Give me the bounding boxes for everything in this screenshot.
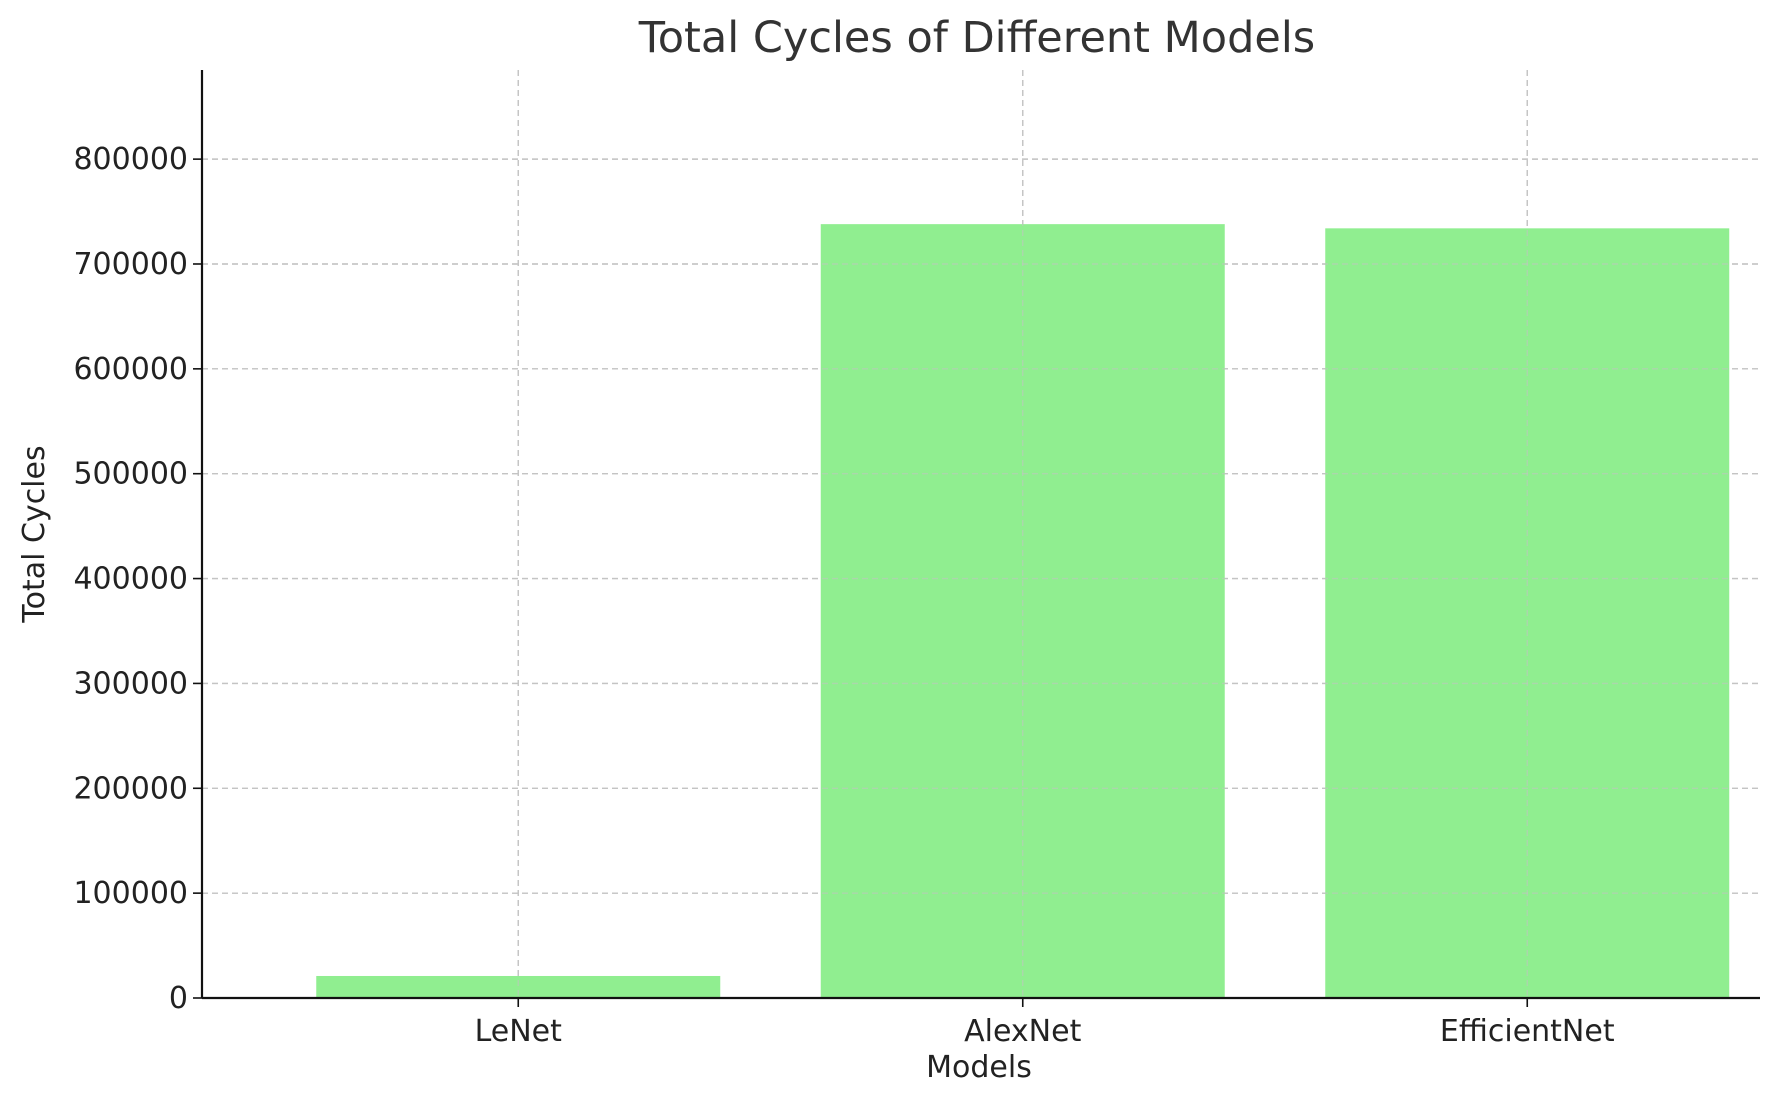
y-tick-label: 300000 <box>73 666 188 701</box>
axis-layer <box>200 70 1760 1000</box>
y-tick-label: 200000 <box>73 771 188 806</box>
y-tick-label: 0 <box>169 981 188 1016</box>
y-tick-label: 600000 <box>73 352 188 387</box>
x-tick-label: EfficientNet <box>1440 1014 1615 1049</box>
y-tick-label: 400000 <box>73 562 188 597</box>
y-tick-label: 800000 <box>73 142 188 177</box>
x-tick-label: LeNet <box>475 1014 563 1049</box>
y-tick-label: 100000 <box>73 876 188 911</box>
x-axis-label: Models <box>926 1050 1032 1085</box>
y-tick-label: 700000 <box>73 247 188 282</box>
y-tick-labels: 0 100000 200000 300000 400000 500000 600000 700… <box>73 142 202 1016</box>
chart-title: Total Cycles of Different Models <box>638 13 1315 63</box>
bar-layer <box>202 70 1760 998</box>
y-tick-label: 500000 <box>73 457 188 492</box>
bar-lenet <box>316 975 721 998</box>
x-tick-label: AlexNet <box>964 1014 1081 1049</box>
y-axis-label: Total Cycles <box>17 445 52 623</box>
x-tick-labels: LeNet AlexNet EfficientNet <box>475 998 1615 1049</box>
